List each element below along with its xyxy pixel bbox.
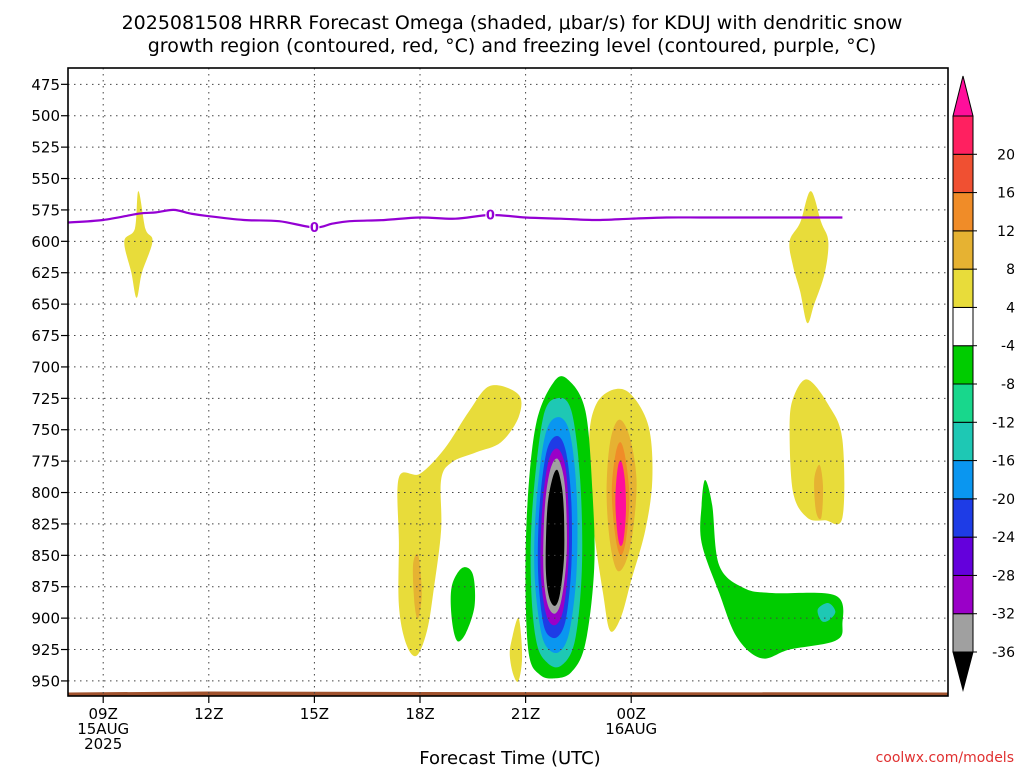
x-tick-label-3-0: 18Z (405, 705, 434, 723)
freezing-label-bg-1 (485, 207, 496, 221)
freezing-label-1: 0 (486, 208, 495, 223)
colorbar-label-12: 16 (997, 186, 1015, 202)
y-tick-label-7: 650 (31, 296, 60, 314)
colorbar-band-11 (952, 230, 974, 270)
terrain-strip (68, 691, 948, 696)
plot-frame (67, 67, 949, 697)
colorbar-label-3: -24 (992, 530, 1015, 546)
title: 2025081508 HRRR Forecast Omega (shaded, … (122, 12, 903, 57)
colorbar-band-8 (952, 345, 974, 385)
y-tick-label-18: 925 (31, 641, 60, 659)
omega-region-12 (700, 480, 844, 659)
colorbar-label-7: -8 (1001, 377, 1015, 393)
colorbar-label-6: -12 (992, 415, 1015, 431)
omega-region-20 (545, 469, 565, 606)
y-tick-label-12: 775 (31, 453, 60, 471)
colorbar-label-10: 8 (1006, 262, 1015, 278)
omega-region-10 (615, 460, 626, 547)
colorbar-band-13 (952, 153, 974, 194)
y-tick-label-15: 850 (31, 547, 60, 565)
colorbar-label-2: -28 (992, 568, 1015, 584)
x-tick-label-1-0: 12Z (194, 705, 223, 723)
omega-region-5 (789, 379, 845, 525)
y-tick-label-14: 825 (31, 515, 60, 533)
colorbar-band-1 (952, 613, 974, 653)
omega-shading (124, 191, 845, 682)
y-axis: 475 500 525 550 575 600 625 650 675 700 725 750 775 8… (31, 76, 68, 690)
y-tick-label-5: 600 (31, 233, 60, 251)
grid (68, 68, 948, 696)
colorbar-band-14 (952, 115, 974, 155)
terrain-fill (68, 691, 948, 696)
y-tick-label-11: 750 (31, 421, 60, 439)
omega-region-15 (817, 603, 836, 622)
colorbar-label-1: -32 (992, 607, 1015, 623)
colorbar-band-9 (952, 306, 974, 347)
colorbar-arrow-min (952, 651, 974, 692)
colorbar-arrow-max (952, 75, 974, 117)
y-tick-label-0: 475 (31, 76, 60, 94)
colorbar-label-11: 12 (997, 224, 1015, 240)
colorbar-band-10 (952, 268, 974, 308)
omega-region-2 (397, 385, 522, 657)
freezing-level-line (67, 208, 843, 229)
y-tick-label-10: 725 (31, 390, 60, 408)
x-tick-label-0-1: 15AUG (77, 720, 129, 738)
colorbar-label-9: 4 (1006, 300, 1015, 316)
y-tick-label-13: 800 (31, 484, 60, 502)
y-tick-label-1: 500 (31, 107, 60, 125)
colorbar-band-3 (952, 536, 974, 576)
x-tick-label-5-0: 00Z (617, 705, 646, 723)
colorbar-band-7 (952, 383, 974, 423)
credit-link[interactable]: coolwx.com/models (876, 750, 1014, 766)
colorbar-label-5: -16 (992, 454, 1015, 470)
y-tick-label-3: 550 (31, 170, 60, 188)
omega-region-11 (450, 567, 476, 642)
colorbar-label-4: -20 (992, 492, 1015, 508)
x-tick-label-4-0: 21Z (511, 705, 540, 723)
colorbar-label-13: 20 (997, 147, 1015, 163)
colorbar-label-8: -4 (1001, 339, 1015, 355)
y-tick-label-17: 900 (31, 610, 60, 628)
y-tick-label-9: 700 (31, 358, 60, 376)
title-line-2: growth region (contoured, red, °C) and f… (148, 35, 877, 57)
x-axis-title: Forecast Time (UTC) (419, 748, 600, 768)
x-tick-label-5-1: 16AUG (605, 720, 657, 738)
y-tick-label-2: 525 (31, 139, 60, 157)
y-tick-label-6: 625 (31, 264, 60, 282)
colorbar-band-6 (952, 421, 974, 462)
freezing-level-contour: 00 (67, 207, 843, 236)
colorbar-band-4 (952, 498, 974, 538)
x-tick-label-0-2: 2025 (84, 735, 122, 753)
colorbar: -36 -32 -28 -24 -20 -16 -12 -8 -4 4 8 12 16 20 (952, 75, 1015, 692)
title-line-1: 2025081508 HRRR Forecast Omega (shaded, … (122, 12, 903, 34)
x-tick-label-0-0: 09Z (89, 705, 118, 723)
omega-region-1 (789, 191, 829, 324)
colorbar-band-2 (952, 574, 974, 615)
colorbar-label-0: -36 (992, 645, 1015, 661)
y-tick-label-8: 675 (31, 327, 60, 345)
freezing-label-bg-0 (309, 220, 320, 234)
y-tick-label-4: 575 (31, 201, 60, 219)
colorbar-band-12 (952, 192, 974, 232)
freezing-label-0: 0 (310, 221, 319, 236)
omega-region-3 (509, 617, 523, 682)
colorbar-band-5 (952, 460, 974, 500)
y-tick-label-16: 875 (31, 578, 60, 596)
y-tick-label-19: 950 (31, 672, 60, 690)
omega-region-0 (124, 191, 153, 298)
x-tick-label-2-0: 15Z (300, 705, 329, 723)
